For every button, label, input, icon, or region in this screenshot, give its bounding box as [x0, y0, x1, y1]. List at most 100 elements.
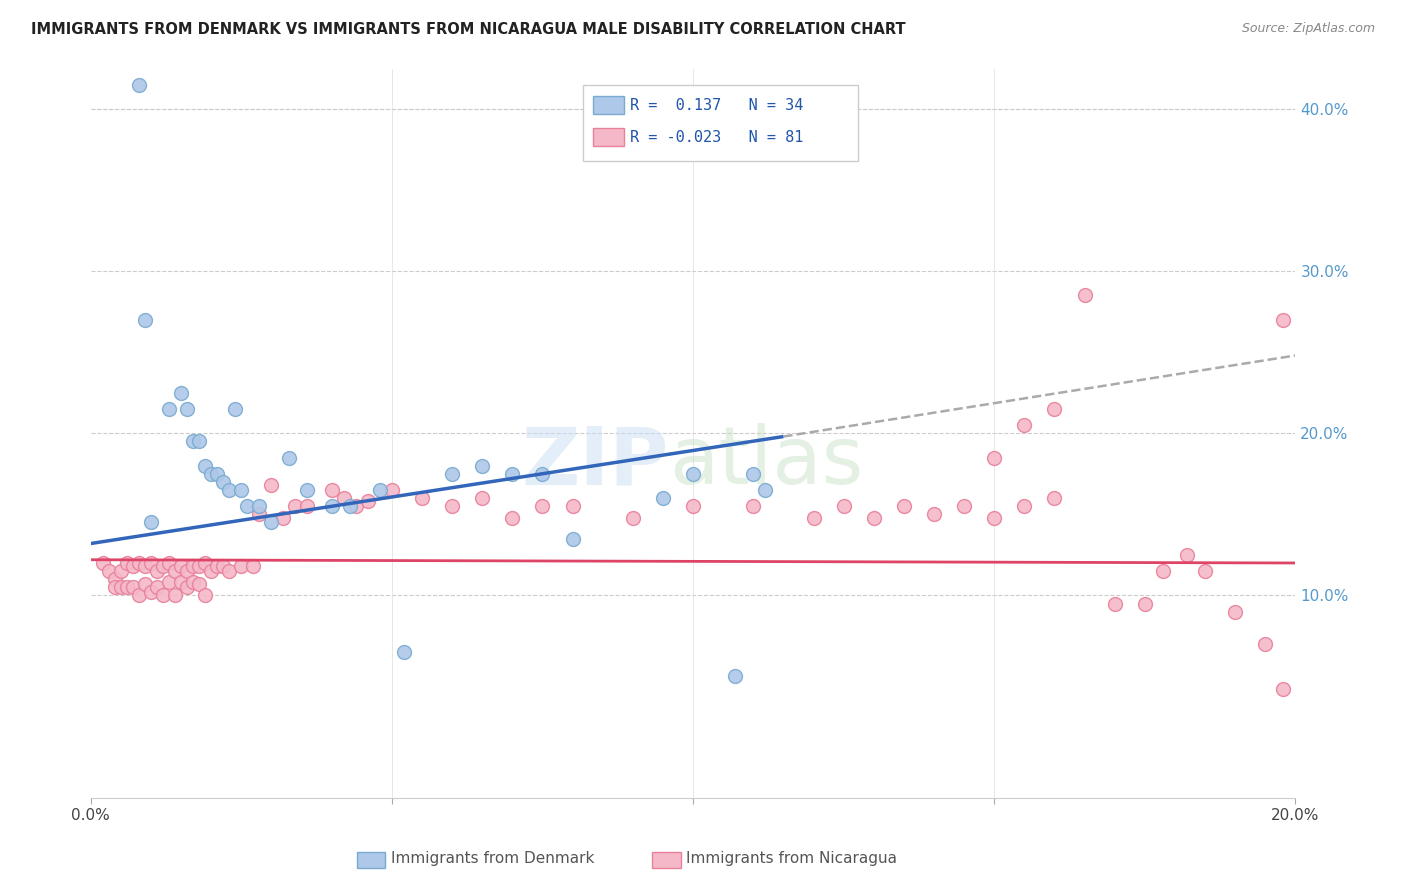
Point: [651, 491, 673, 505]
Point: [983, 450, 1005, 465]
Point: [742, 500, 765, 514]
Point: [1175, 548, 1198, 562]
Point: [381, 483, 404, 497]
Point: [218, 483, 240, 497]
Point: [170, 559, 193, 574]
Point: [188, 577, 211, 591]
Point: [247, 508, 270, 522]
Point: [1073, 288, 1095, 302]
Text: R =  0.137   N = 34: R = 0.137 N = 34: [630, 98, 803, 112]
Point: [561, 532, 583, 546]
Point: [121, 559, 143, 574]
Point: [104, 572, 127, 586]
Text: IMMIGRANTS FROM DENMARK VS IMMIGRANTS FROM NICARAGUA MALE DISABILITY CORRELATION: IMMIGRANTS FROM DENMARK VS IMMIGRANTS FR…: [31, 22, 905, 37]
Point: [321, 483, 343, 497]
Point: [97, 564, 120, 578]
Text: atlas: atlas: [669, 424, 863, 501]
Point: [441, 467, 464, 481]
Point: [893, 500, 915, 514]
Point: [724, 669, 747, 683]
Point: [157, 556, 180, 570]
Point: [139, 516, 162, 530]
Point: [134, 559, 156, 574]
Point: [922, 508, 945, 522]
Point: [392, 645, 415, 659]
Point: [194, 556, 217, 570]
Point: [260, 478, 283, 492]
Point: [176, 580, 198, 594]
Point: [742, 467, 765, 481]
Point: [200, 467, 222, 481]
Point: [188, 434, 211, 449]
Point: [121, 580, 143, 594]
Point: [163, 564, 186, 578]
Point: [231, 483, 253, 497]
Point: [115, 556, 138, 570]
Point: [1014, 418, 1036, 433]
Text: Source: ZipAtlas.com: Source: ZipAtlas.com: [1241, 22, 1375, 36]
Point: [803, 510, 825, 524]
Point: [134, 577, 156, 591]
Point: [157, 401, 180, 416]
Point: [146, 580, 169, 594]
Point: [441, 500, 464, 514]
Point: [321, 500, 343, 514]
Point: [104, 580, 127, 594]
Point: [242, 559, 264, 574]
Point: [231, 559, 253, 574]
Point: [332, 491, 354, 505]
Point: [170, 575, 193, 590]
Point: [531, 500, 554, 514]
Point: [146, 564, 169, 578]
Point: [128, 78, 150, 92]
Point: [1254, 637, 1277, 651]
Point: [218, 564, 240, 578]
Point: [501, 467, 523, 481]
Point: [531, 467, 554, 481]
Point: [188, 559, 211, 574]
Point: [621, 510, 644, 524]
Point: [357, 494, 380, 508]
Point: [471, 491, 494, 505]
Point: [134, 313, 156, 327]
Point: [953, 500, 976, 514]
Point: [260, 516, 283, 530]
Point: [110, 580, 132, 594]
Text: Immigrants from Denmark: Immigrants from Denmark: [391, 851, 595, 865]
Point: [754, 483, 776, 497]
Point: [110, 564, 132, 578]
Point: [368, 483, 391, 497]
Point: [273, 510, 295, 524]
Point: [212, 475, 235, 489]
Point: [205, 467, 228, 481]
Point: [181, 575, 204, 590]
Point: [682, 467, 704, 481]
Text: R = -0.023   N = 81: R = -0.023 N = 81: [630, 130, 803, 145]
Point: [411, 491, 433, 505]
Point: [344, 500, 367, 514]
Point: [1043, 401, 1066, 416]
Point: [862, 510, 884, 524]
Point: [1043, 491, 1066, 505]
Point: [1152, 564, 1174, 578]
Point: [128, 556, 150, 570]
Point: [471, 458, 494, 473]
Point: [297, 483, 319, 497]
Point: [181, 434, 204, 449]
Point: [115, 580, 138, 594]
Point: [200, 564, 222, 578]
Point: [152, 559, 174, 574]
Point: [983, 510, 1005, 524]
Point: [128, 589, 150, 603]
Point: [1225, 605, 1247, 619]
Point: [163, 589, 186, 603]
Point: [1104, 597, 1126, 611]
Point: [284, 500, 307, 514]
Point: [224, 401, 246, 416]
Point: [152, 589, 174, 603]
Point: [561, 500, 583, 514]
Point: [157, 575, 180, 590]
Point: [501, 510, 523, 524]
Point: [832, 500, 855, 514]
Point: [139, 556, 162, 570]
